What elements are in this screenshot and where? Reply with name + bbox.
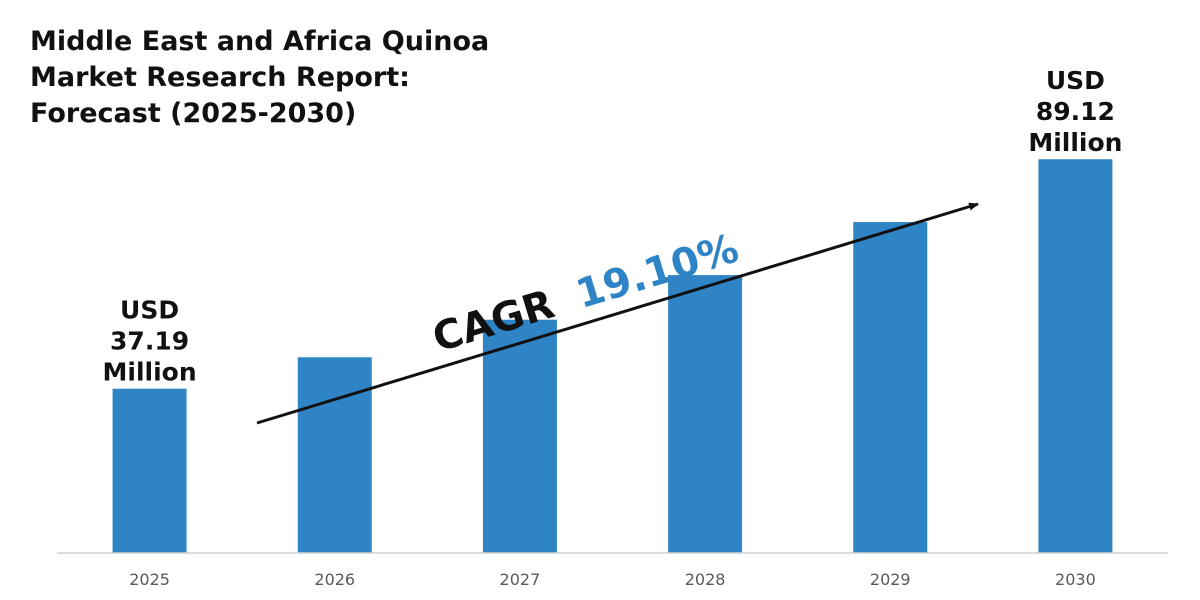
x-tick-label-2025: 2025 [129,570,170,589]
bar-2029 [853,222,928,554]
title-line-2: Market Research Report: [30,62,410,93]
annotation-2025-line-3: Million [103,358,197,387]
bar-2028 [668,275,743,553]
bar-2025 [112,388,187,553]
bar-2030 [1038,159,1113,553]
chart-title: Middle East and Africa Quinoa Market Res… [30,24,550,132]
bar-2026 [297,357,372,553]
x-tick-label-2027: 2027 [500,570,541,589]
x-tick-label-2029: 2029 [870,570,911,589]
annotation-2030-line-1: USD [1046,66,1105,95]
title-line-1: Middle East and Africa Quinoa [30,26,490,57]
bars-group [112,159,1113,554]
title-line-3: Forecast (2025-2030) [30,98,357,129]
x-tick-label-2030: 2030 [1055,570,1096,589]
annotation-2030-line-2: 89.12 [1036,97,1115,126]
bar-2027 [482,319,557,553]
x-tick-labels: 2025 2026 2027 2028 2029 2030 [129,570,1096,589]
annotation-2025-line-1: USD [120,296,179,325]
x-tick-label-2026: 2026 [314,570,355,589]
annotation-2025-line-2: 37.19 [110,327,189,356]
x-tick-label-2028: 2028 [685,570,726,589]
trend-arrow [256,202,979,425]
annotation-2030-line-3: Million [1028,128,1122,157]
